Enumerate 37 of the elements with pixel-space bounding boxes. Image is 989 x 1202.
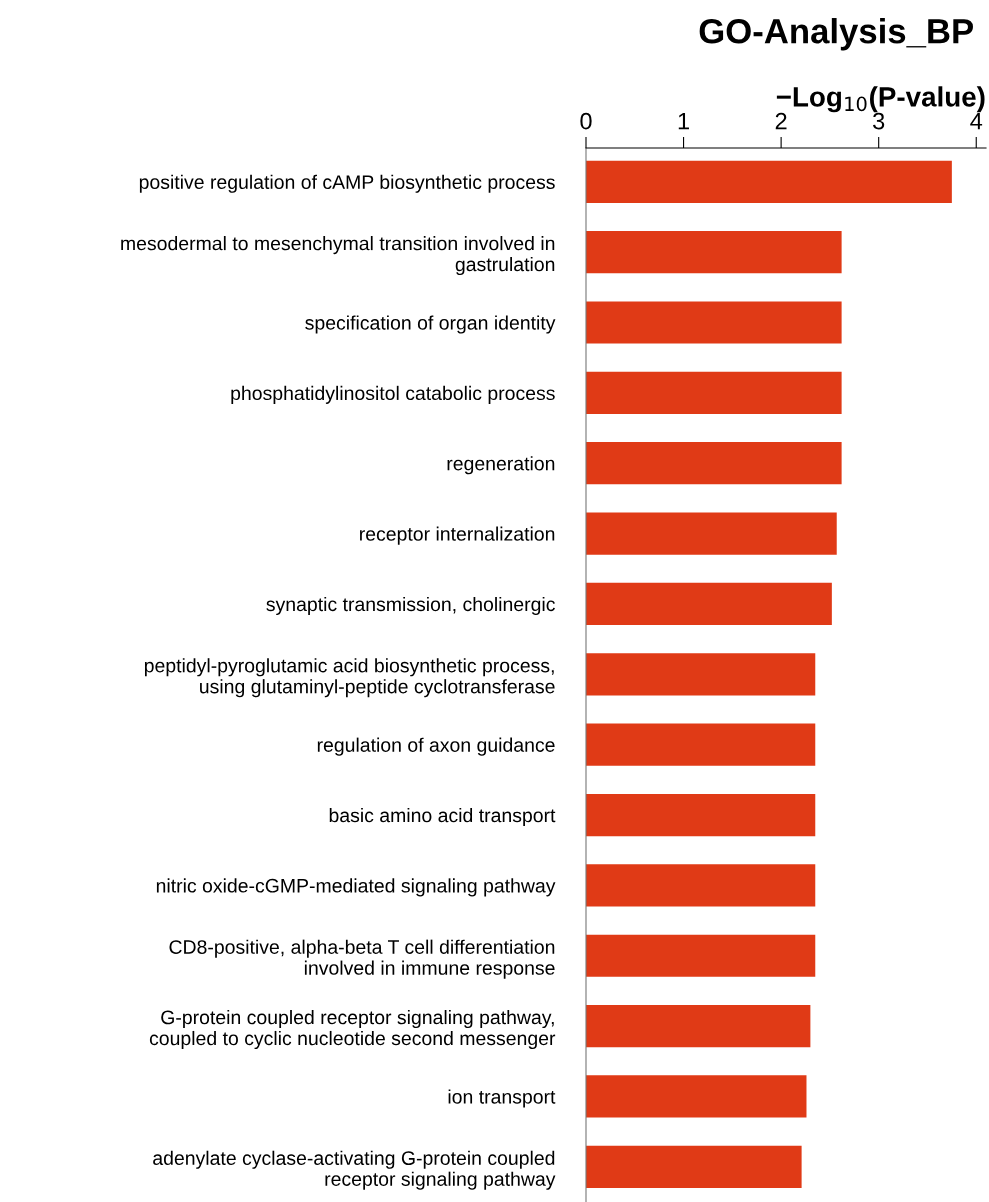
- y-tick-label: G-protein coupled receptor signaling pathway, coupled to cyclic nucleotide second messenger: [149, 1009, 556, 1050]
- x-axis-title: −Log$_{10}$(P-value): [776, 86, 985, 113]
- y-tick-label: positive regulation of cAMP biosynthetic process: [139, 174, 555, 193]
- x-tick-label: 2: [775, 112, 787, 130]
- y-tick-label: receptor internalization: [360, 526, 555, 545]
- y-tick-label: adenylate cyclase-activating G-protein coupled receptor signaling pathway: [153, 1150, 556, 1190]
- x-tick-label: 1: [678, 112, 689, 130]
- bar: [586, 723, 816, 766]
- y-tick-label: synaptic transmission, cholinergic: [266, 596, 555, 616]
- y-tick-label: nitric oxide-cGMP-mediated signaling pathway: [156, 878, 556, 897]
- y-tick-label: mesodermal to mesenchymal transition involved in gastrulation: [121, 236, 555, 276]
- bar: [586, 934, 816, 977]
- bar: [586, 1004, 811, 1048]
- chart-title: GO-Analysis_BP: [699, 18, 973, 51]
- y-tick-label: regeneration: [447, 456, 555, 475]
- bar: [586, 1145, 802, 1188]
- bar: [586, 793, 816, 837]
- bar: [586, 371, 842, 414]
- y-tick-label: regulation of axon guidance: [317, 737, 555, 756]
- bar: [586, 512, 837, 555]
- bar: [586, 160, 952, 203]
- y-tick-label: phosphatidylinositol catabolic process: [231, 385, 555, 404]
- x-tick-label: 3: [873, 112, 885, 130]
- y-tick-label: ion transport: [448, 1089, 556, 1108]
- y-tick-label: basic amino acid transport: [329, 807, 556, 827]
- bar: [586, 1075, 807, 1118]
- bar: [586, 582, 832, 626]
- y-tick-label: peptidyl-pyroglutamic acid biosynthetic process, using glutaminyl-peptide cyclotransferase: [144, 658, 555, 698]
- y-tick-label: CD8-positive, alpha-beta T cell differentiation involved in immune response: [169, 939, 555, 979]
- bar: [586, 442, 842, 485]
- x-tick-label: 4: [970, 112, 983, 130]
- bar: [586, 301, 842, 344]
- bar: [586, 864, 816, 907]
- y-tick-label: specification of organ identity: [305, 315, 556, 334]
- bar: [586, 653, 816, 696]
- bar: [586, 231, 842, 274]
- x-tick-label: 0: [580, 112, 592, 130]
